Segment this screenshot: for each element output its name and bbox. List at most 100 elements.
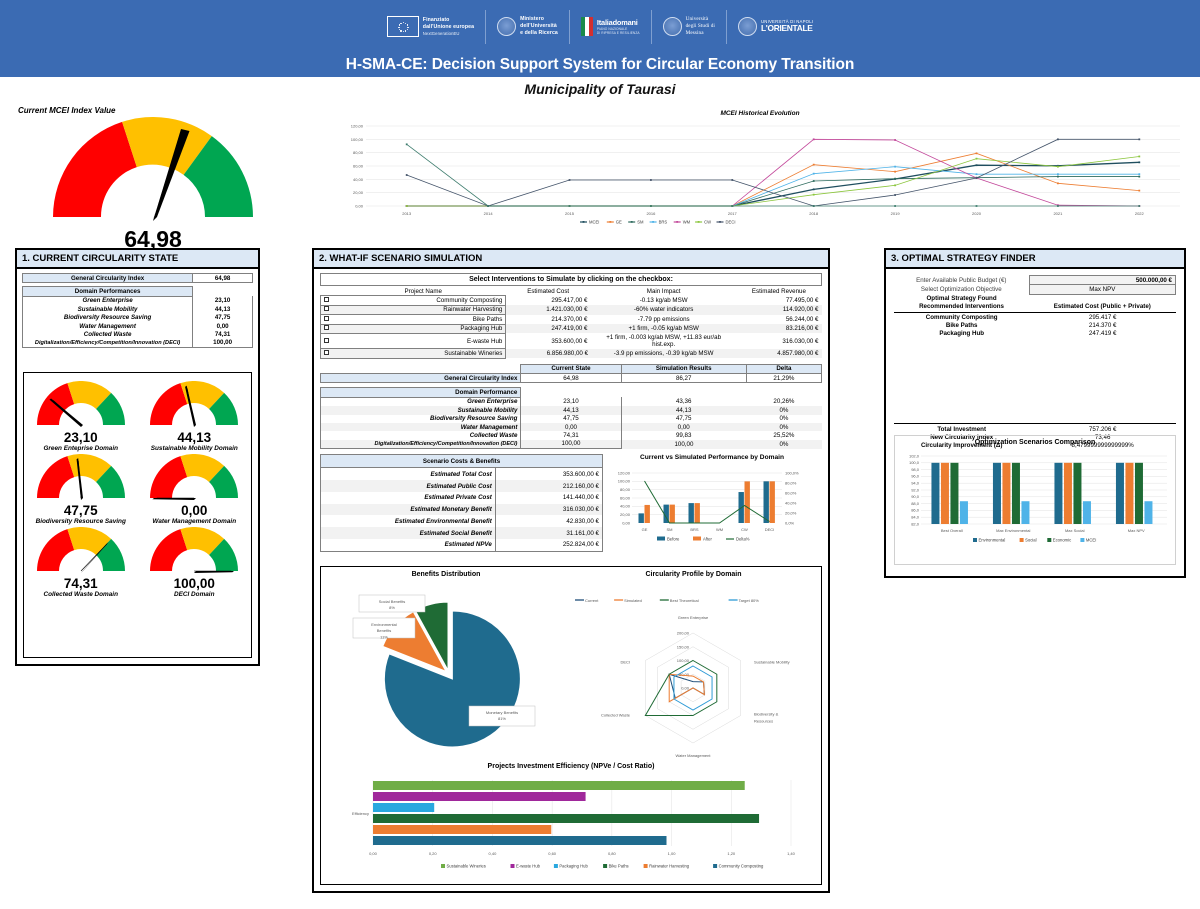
svg-text:Social Benefits: Social Benefits (379, 599, 405, 604)
svg-text:0,00: 0,00 (622, 520, 631, 525)
svg-text:GE: GE (616, 220, 622, 225)
intervention-impact: -3.9 pp emissions, -0.39 kg/ab MSW (613, 349, 714, 357)
domain-gauge-value: 44,13 (177, 430, 212, 445)
svg-text:2016: 2016 (646, 211, 656, 216)
svg-text:80,0%: 80,0% (785, 480, 797, 485)
budget-input[interactable]: 500.000,00 € (1028, 274, 1177, 286)
summary-label: New Circularity Index (930, 434, 994, 442)
sim-domain-label: Sustainable Mobility (319, 406, 522, 415)
panel1-header: 1. CURRENT CIRCULARITY STATE (17, 250, 258, 269)
svg-text:Monetary Benefits: Monetary Benefits (486, 710, 518, 715)
collected-waste-gauge (36, 527, 125, 573)
domain-gauge-cell: 100,00 DECI Domain (138, 527, 252, 598)
table-row[interactable]: Community Composting 295.417,00 € -0.13 … (319, 295, 822, 306)
domain-row-value: 100,00 (192, 338, 253, 348)
app-subtitle-band: Municipality of Taurasi (0, 77, 1200, 101)
cost-label: Estimated Private Cost (320, 491, 496, 504)
svg-text:84,0: 84,0 (911, 515, 920, 520)
svg-text:96,0: 96,0 (911, 474, 920, 479)
svg-text:1,20: 1,20 (727, 851, 736, 856)
recommended-name: Community Composting (925, 313, 998, 321)
benefits-distribution-chart: Benefits Distribution Monetary Benefits 8… (321, 567, 571, 761)
intervention-checkbox[interactable] (324, 337, 329, 343)
sim-general-index-delta: 21,29% (745, 372, 823, 384)
svg-text:Environmental: Environmental (979, 538, 1006, 543)
sustainable-mobility-gauge (150, 381, 239, 427)
general-index-label: General Circularity Index (21, 272, 194, 284)
svg-text:100,0: 100,0 (909, 460, 920, 465)
svg-text:90,0: 90,0 (911, 494, 920, 499)
svg-text:Collected Waste: Collected Waste (601, 713, 631, 718)
svg-text:94,0: 94,0 (911, 481, 920, 486)
intervention-checkbox[interactable] (324, 297, 329, 303)
unime-line1: Università (685, 15, 709, 22)
domain-gauge-label: Biodiversity Resource Saving (35, 518, 126, 525)
panel-optimal-strategy-finder: 3. OPTIMAL STRATEGY FINDER Enter Availab… (884, 248, 1186, 578)
svg-text:Max Environmental: Max Environmental (996, 528, 1030, 533)
cost-value: 353.600,00 € (494, 467, 604, 481)
svg-text:100,0%: 100,0% (785, 470, 799, 475)
intervention-revenue: 316.030,00 € (782, 337, 819, 345)
intervention-name: Packaging Hub (340, 323, 507, 334)
summary-label: Total Investment (937, 425, 987, 433)
intervention-cost: 6.856.980,00 € (546, 349, 589, 357)
svg-text:1,00: 1,00 (668, 851, 677, 856)
table-row[interactable]: Packaging Hub 247.419,00 € +1 firm, -0.0… (319, 323, 822, 334)
domain-gauge-cell: 44,13 Sustainable Mobility Domain (138, 381, 252, 452)
unime-line2: degli Studi di (685, 22, 715, 29)
table-row[interactable]: Rainwater Harvesting 1.421.030,00 € -60%… (319, 304, 822, 316)
table-row[interactable]: Sustainable Wineries 6.856.980,00 € -3.9… (319, 348, 822, 359)
ministero-line3: e della Ricerca (520, 30, 558, 36)
header-logo-bar: Finanziato dall'Unione europea NextGener… (0, 0, 1200, 53)
svg-text:Best Overall: Best Overall (941, 528, 963, 533)
italy-flag-icon (580, 17, 593, 36)
svg-text:102,0: 102,0 (909, 453, 920, 458)
svg-text:20,00: 20,00 (353, 190, 364, 195)
domain-row-value: 23,10 (192, 296, 253, 306)
domain-performances-header: Domain Performances (21, 286, 194, 297)
sim-domain-delta: 0% (779, 406, 789, 414)
objective-select[interactable]: Max NPV (1028, 284, 1177, 295)
svg-text:98,0: 98,0 (911, 467, 920, 472)
intervention-cost: 295.417,00 € (551, 297, 588, 305)
col-project-name: Project Name (404, 287, 442, 295)
svg-text:Environmental: Environmental (371, 622, 397, 627)
svg-text:200,00: 200,00 (677, 631, 690, 636)
svg-text:Max Social: Max Social (1065, 528, 1085, 533)
intervention-impact: -60% water indicators (633, 306, 694, 314)
intervention-checkbox[interactable] (324, 315, 329, 321)
mcei-historical-chart: MCEI Historical Evolution 0,00 20,00 40,00… (330, 110, 1190, 240)
table-row[interactable]: E-waste Hub 353.600,00 € +1 firm, -0.003… (319, 332, 822, 350)
domain-gauge-label: Green Enteprise Domain (43, 445, 119, 452)
intervention-checkbox[interactable] (324, 306, 329, 312)
simulation-results-table: Current State Simulation Results Delta G… (319, 363, 823, 384)
sim-domain-delta: 25,52% (773, 431, 795, 439)
svg-text:Packaging Hub: Packaging Hub (559, 864, 588, 869)
svg-text:Sustainable Mobility: Sustainable Mobility (754, 659, 790, 664)
table-row[interactable]: Bike Paths 214.370,00 € -7.79 pp emissio… (319, 314, 822, 325)
recommended-interventions-label: Recommended Interventions (919, 303, 1005, 311)
eu-logo-line3: NextGenerationEU (422, 30, 460, 36)
opt-chart-title: Optimization Scenarios Comparison (974, 439, 1096, 446)
intervention-checkbox[interactable] (324, 349, 329, 355)
svg-text:Social: Social (1025, 538, 1036, 543)
svg-text:40,0%: 40,0% (785, 500, 797, 505)
cost-value: 252.824,00 € (494, 538, 604, 552)
ministero-logo: Ministero dell'Università e della Ricerc… (486, 9, 570, 44)
scenario-costs-header: Scenario Costs & Benefits (320, 453, 603, 469)
intervention-name: Rainwater Harvesting (340, 304, 507, 316)
intervention-checkbox[interactable] (324, 325, 329, 331)
domain-row-label: Collected Waste (21, 330, 194, 339)
optimization-scenarios-chart: Optimization Scenarios Comparison 82,0 84… (894, 435, 1176, 565)
svg-text:100,00: 100,00 (677, 658, 690, 663)
sim-domain-current: 23,10 (520, 397, 622, 407)
unior-line2: L'ORIENTALE (760, 23, 813, 34)
svg-text:2014: 2014 (484, 211, 494, 216)
sim-general-index-label: General Circularity Index (319, 372, 522, 384)
svg-text:Biodiversity &: Biodiversity & (754, 712, 779, 717)
intervention-revenue: 77.495,00 € (785, 297, 819, 305)
svg-text:Water Management: Water Management (676, 753, 712, 758)
svg-text:92,0: 92,0 (911, 487, 920, 492)
domain-gauge-label: DECI Domain (174, 591, 215, 598)
